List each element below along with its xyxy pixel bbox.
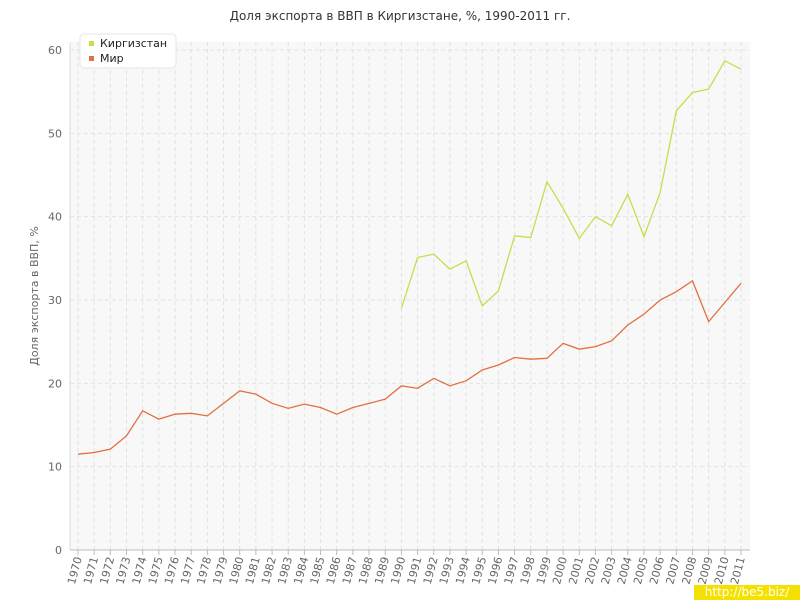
legend-box (79, 33, 177, 69)
y-tick-label: 60 (48, 44, 62, 57)
legend-swatch (89, 41, 94, 46)
legend: Киргизстан Мир (79, 33, 177, 69)
plot-area (70, 42, 750, 550)
watermark-box (694, 585, 800, 600)
y-axis-label: Доля экспорта в ВВП, % (28, 226, 41, 366)
legend-label[interactable]: Мир (100, 52, 124, 65)
chart-title: Доля экспорта в ВВП в Киргизстане, %, 19… (230, 9, 571, 23)
series-line (77, 279, 742, 455)
watermark: http://be5.biz/ (705, 585, 790, 599)
lines (77, 59, 742, 455)
legend-label[interactable]: Киргизстан (100, 37, 167, 50)
y-tick-label: 10 (48, 461, 62, 474)
series-line (400, 59, 742, 309)
y-tick-label: 30 (48, 294, 62, 307)
y-tick-label: 50 (48, 127, 62, 140)
y-tick-label: 0 (55, 544, 62, 557)
y-tick-label: 20 (48, 377, 62, 390)
legend-swatch (89, 56, 94, 61)
y-tick-label: 40 (48, 211, 62, 224)
grid (70, 42, 750, 551)
